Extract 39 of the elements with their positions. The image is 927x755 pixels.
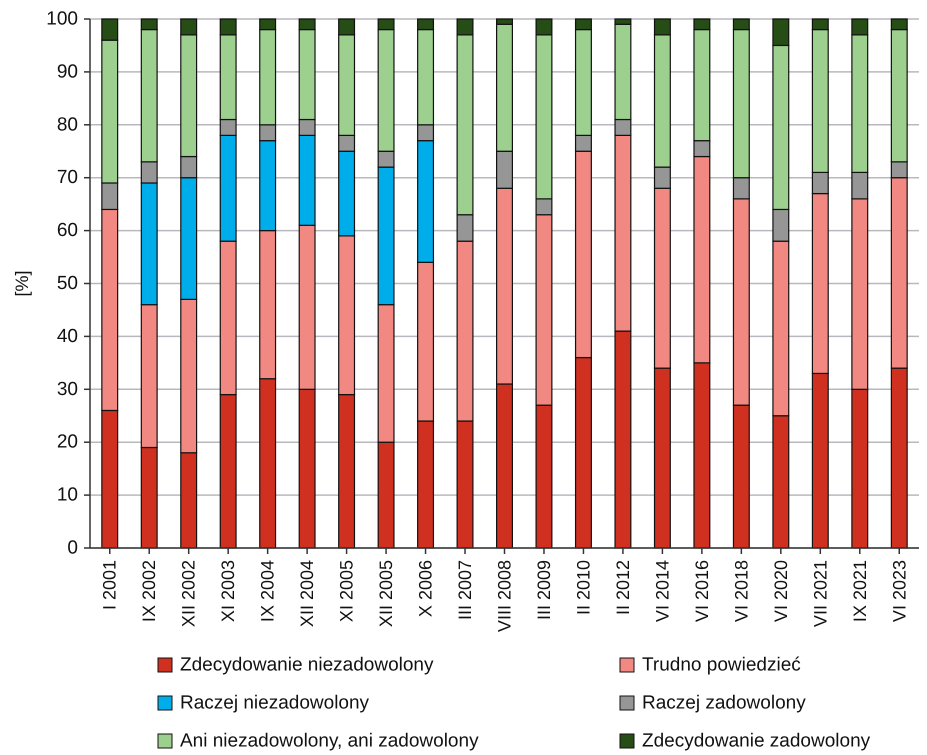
- y-tick-label: 0: [67, 538, 78, 558]
- x-tick-label: XII 2005: [376, 560, 396, 628]
- y-tick-label: 70: [56, 167, 78, 188]
- y-tick-label: 90: [56, 61, 78, 82]
- y-tick-label: 80: [56, 114, 78, 136]
- y-tick-label: 60: [56, 220, 78, 242]
- y-tick-label: 40: [56, 326, 78, 347]
- x-tick-label: III 2007: [455, 560, 476, 620]
- x-tick-label: VIII 2008: [494, 560, 514, 632]
- legend-label: Zdecydowanie niezadowolony: [180, 654, 434, 676]
- x-tick-label: I 2001: [100, 560, 120, 610]
- y-tick-label: 10: [56, 484, 78, 506]
- x-tick-label: VI 2014: [652, 560, 672, 622]
- legend-label: Raczej zadowolony: [642, 692, 806, 714]
- x-tick-label: VI 2020: [770, 560, 791, 622]
- legend-label: Zdecydowanie zadowolony: [642, 730, 871, 752]
- x-tick-label: VI 2018: [731, 560, 752, 622]
- x-tick-label: VI 2023: [889, 560, 910, 622]
- y-tick-label: 100: [46, 8, 78, 30]
- x-tick-label: VI 2016: [692, 560, 712, 622]
- x-tick-label: XI 2005: [336, 560, 357, 622]
- legend-label: Ani niezadowolony, ani zadowolony: [180, 730, 480, 752]
- x-tick-label: X 2006: [416, 560, 436, 618]
- x-tick-label: VII 2021: [810, 560, 830, 628]
- legend-label: Raczej niezadowolony: [180, 692, 370, 714]
- y-tick-label: 30: [56, 378, 78, 400]
- x-tick-label: II 2012: [612, 560, 633, 616]
- x-tick-label: IX 2002: [139, 560, 160, 622]
- x-tick-label: II 2010: [573, 560, 594, 616]
- x-tick-label: III 2009: [534, 560, 554, 620]
- x-tick-label: XII 2002: [178, 560, 199, 628]
- x-tick-label: IX 2021: [850, 560, 870, 622]
- legend-label: Trudno powiedzieć: [642, 654, 801, 676]
- y-axis-title: [%]: [12, 270, 32, 297]
- x-tick-label: IX 2004: [258, 560, 278, 622]
- y-tick-label: 20: [56, 432, 78, 453]
- x-tick-label: XI 2003: [218, 560, 238, 622]
- x-tick-label: XII 2004: [297, 560, 318, 628]
- y-tick-label: 50: [56, 273, 78, 294]
